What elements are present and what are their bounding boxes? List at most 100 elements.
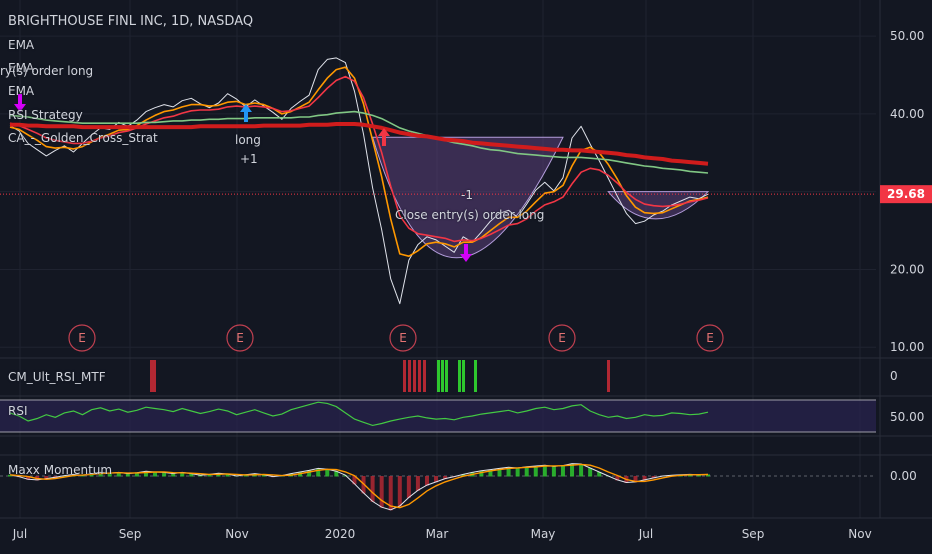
indicator-panes xyxy=(0,360,876,511)
cm-rsi-bar xyxy=(458,360,461,392)
price-series xyxy=(0,57,876,305)
momentum-bar xyxy=(642,476,647,481)
x-tick-label: Nov xyxy=(225,527,248,541)
momentum-bar xyxy=(370,476,375,502)
long-qty: +1 xyxy=(240,152,258,166)
pane-title-maxx-momentum[interactable]: Maxx Momentum xyxy=(8,463,113,477)
momentum-bar xyxy=(189,473,194,477)
rsi-line xyxy=(9,401,709,427)
close-order-label: Close entry(s) order long xyxy=(395,208,545,222)
earnings-marker xyxy=(226,324,254,352)
pane2-tick: 0.00 xyxy=(890,469,917,483)
chart-title: BRIGHTHOUSE FINL INC, 1D, NASDAQ xyxy=(8,14,254,29)
earnings-marker xyxy=(696,324,724,352)
cm-rsi-bar xyxy=(607,360,610,392)
momentum-bar xyxy=(225,474,230,477)
momentum-bar xyxy=(98,472,103,477)
legend-golden-cross-strat[interactable]: CA_-_Golden_Cross_Strat xyxy=(8,131,158,145)
sell-arrow xyxy=(378,128,390,146)
momentum-bar xyxy=(560,465,565,477)
last-price-label: 29.68 xyxy=(887,187,925,201)
legend-ema-3[interactable]: EMA xyxy=(8,84,35,98)
earnings-label: E xyxy=(78,331,86,345)
momentum-bar xyxy=(116,472,121,477)
series-ema-mid xyxy=(9,75,709,243)
momentum-bar xyxy=(542,465,547,477)
cm-rsi-bar xyxy=(445,360,448,392)
x-tick-label: 2020 xyxy=(325,527,356,541)
momentum-bar xyxy=(479,470,484,477)
earnings-marker xyxy=(548,324,576,352)
earnings-label: E xyxy=(236,331,244,345)
momentum-bar xyxy=(443,476,448,480)
series-ema-slow xyxy=(9,110,709,174)
momentum-bar xyxy=(8,474,12,477)
momentum-bar xyxy=(597,472,602,477)
momentum-bar xyxy=(162,472,167,477)
momentum-bar xyxy=(579,464,584,477)
momentum-bar xyxy=(143,471,148,477)
x-tick-label: Nov xyxy=(848,527,871,541)
price-tick-label: 40.00 xyxy=(890,107,924,121)
cm-rsi-bar xyxy=(462,360,465,392)
long-label: long xyxy=(235,133,261,147)
legend-ema-1[interactable]: EMA xyxy=(8,38,35,52)
momentum-bar xyxy=(80,475,85,477)
cm-rsi-bar xyxy=(153,360,156,392)
momentum-bar xyxy=(434,476,439,483)
earnings-marker xyxy=(389,324,417,352)
momentum-bar xyxy=(406,476,411,498)
price-tick-label: 10.00 xyxy=(890,340,924,354)
cm-rsi-bar xyxy=(413,360,416,392)
pane-title-rsi[interactable]: RSI xyxy=(8,404,28,418)
momentum-bar xyxy=(415,476,420,491)
cm-rsi-bar xyxy=(403,360,406,392)
x-tick-label: Sep xyxy=(119,527,142,541)
x-tick-label: May xyxy=(531,527,556,541)
earnings-label: E xyxy=(399,331,407,345)
momentum-bar xyxy=(651,476,656,479)
cm-rsi-bar xyxy=(423,360,426,392)
earnings-label: E xyxy=(558,331,566,345)
momentum-bar xyxy=(26,476,31,480)
pane1-tick: 50.00 xyxy=(890,410,924,424)
momentum-bar xyxy=(696,474,701,477)
grid xyxy=(0,0,932,519)
cm-rsi-bar xyxy=(408,360,411,392)
momentum-bar xyxy=(533,466,538,477)
legend-rsi-strategy[interactable]: RSI Strategy xyxy=(8,108,83,122)
momentum-bar xyxy=(125,473,130,477)
momentum-bar xyxy=(261,474,266,477)
cm-rsi-bar xyxy=(437,360,440,392)
momentum-bar xyxy=(551,466,556,477)
momentum-signal xyxy=(9,463,709,509)
cm-rsi-bar xyxy=(441,360,444,392)
momentum-bar xyxy=(107,473,112,477)
momentum-bar xyxy=(488,469,493,477)
momentum-bar xyxy=(461,474,466,477)
momentum-bar xyxy=(198,475,203,477)
x-tick-label: Sep xyxy=(742,527,765,541)
momentum-bar xyxy=(171,473,176,477)
momentum-bar xyxy=(706,474,710,477)
legend-ema-2[interactable]: EMA xyxy=(8,61,35,75)
pane0-tick: 0 xyxy=(890,369,898,383)
momentum-bar xyxy=(615,476,620,481)
x-tick-label: Jul xyxy=(12,527,27,541)
earnings-label: E xyxy=(706,331,714,345)
momentum-bar xyxy=(570,463,575,477)
buy-arrow xyxy=(240,104,252,122)
momentum-bar xyxy=(397,476,402,507)
momentum-bar xyxy=(424,476,429,486)
cm-rsi-bar xyxy=(474,360,477,392)
momentum-bar xyxy=(515,468,520,477)
momentum-bar xyxy=(497,468,502,477)
momentum-bar xyxy=(388,476,393,511)
momentum-bar xyxy=(506,467,511,477)
cm-rsi-bar xyxy=(150,360,153,392)
momentum-bar xyxy=(207,474,212,477)
pane-title-cm-ult-rsi[interactable]: CM_Ult_RSI_MTF xyxy=(8,370,106,384)
